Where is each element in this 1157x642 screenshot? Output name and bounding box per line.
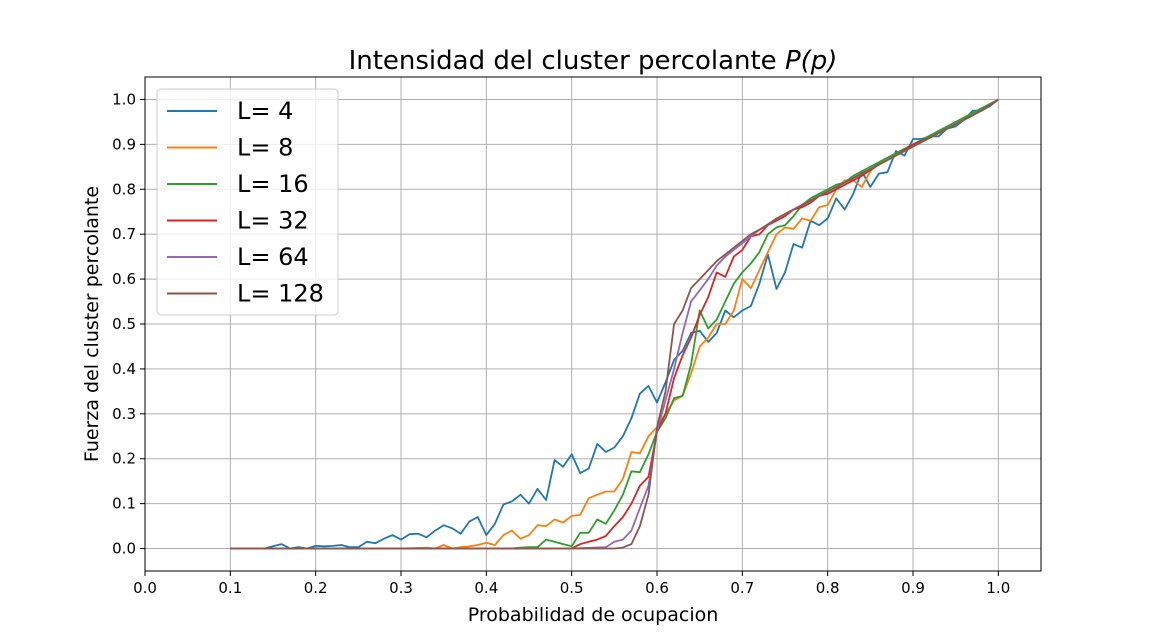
x-tick-label: 0.1	[218, 579, 242, 597]
y-tick-label: 0.7	[112, 225, 136, 243]
y-tick-label: 0.1	[112, 495, 136, 513]
x-tick-label: 1.0	[986, 579, 1010, 597]
y-tick-label: 0.6	[112, 270, 136, 288]
y-tick-label: 0.8	[112, 180, 136, 198]
y-tick-label: 1.0	[112, 90, 136, 108]
series-line-1	[230, 98, 999, 550]
legend-label: L= 64	[237, 243, 309, 271]
series-line-4	[230, 98, 999, 550]
legend: L= 4 L= 8 L= 16 L= 32 L= 64 L= 128	[156, 88, 339, 316]
x-tick-label: 0.2	[304, 579, 328, 597]
y-tick-label: 0.9	[112, 135, 136, 153]
legend-label: L= 4	[237, 97, 293, 125]
chart-title-text: Intensidad del cluster percolante	[349, 46, 785, 76]
series-line-3	[230, 98, 999, 550]
y-tick-label: 0.5	[112, 315, 136, 333]
legend-items: L= 4 L= 8 L= 16 L= 32 L= 64 L= 128	[167, 97, 324, 308]
series-lines	[230, 98, 999, 550]
legend-box	[156, 88, 339, 316]
plot-frame	[144, 76, 1042, 572]
legend-label: L= 8	[237, 134, 293, 162]
legend-label: L= 32	[237, 207, 309, 235]
legend-label: L= 16	[237, 170, 309, 198]
axis-ticks: 0.0 0.1 0.2 0.3 0.4 0.5 0.6 0.7 0.8 0.9 1.0 0.0 0.1 0…	[112, 90, 1010, 597]
x-tick-label: 0.4	[474, 579, 498, 597]
chart-title-math: P(p)	[785, 46, 837, 76]
chart-title: Intensidad del cluster percolante P(p)	[349, 46, 838, 76]
y-tick-label: 0.3	[112, 405, 136, 423]
series-line-6	[230, 98, 999, 550]
y-tick-label: 0.2	[112, 450, 136, 468]
x-tick-label: 0.3	[389, 579, 413, 597]
x-tick-label: 0.0	[133, 579, 157, 597]
x-tick-label: 0.5	[560, 579, 584, 597]
x-tick-label: 0.8	[816, 579, 840, 597]
legend-label: L= 128	[237, 280, 324, 308]
x-tick-label: 0.7	[730, 579, 754, 597]
y-tick-label: 0.0	[112, 540, 136, 558]
x-tick-label: 0.6	[645, 579, 669, 597]
y-axis-label: Fuerza del cluster percolante	[81, 186, 103, 462]
y-tick-label: 0.4	[112, 360, 136, 378]
x-tick-label: 0.9	[901, 579, 925, 597]
x-axis-label: Probabilidad de ocupacion	[468, 604, 719, 626]
